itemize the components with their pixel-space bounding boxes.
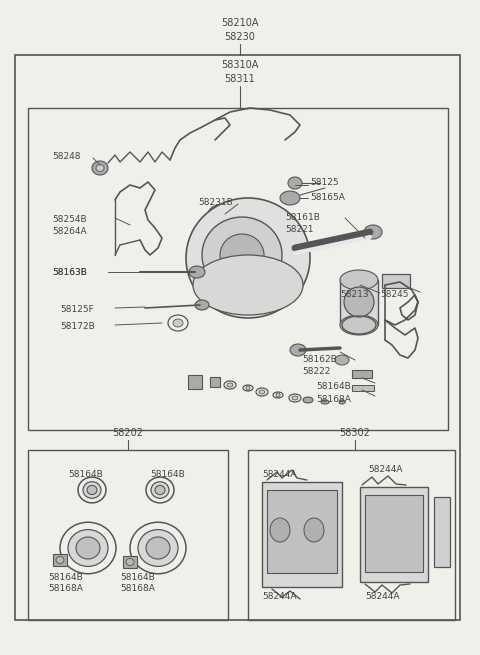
Ellipse shape [151, 481, 169, 498]
Text: 58222: 58222 [302, 367, 330, 376]
Ellipse shape [339, 400, 345, 404]
Text: 58221: 58221 [285, 225, 313, 234]
Ellipse shape [146, 537, 170, 559]
Ellipse shape [213, 209, 227, 221]
Text: 58168A: 58168A [120, 584, 155, 593]
Text: 58162B: 58162B [302, 355, 337, 364]
Ellipse shape [68, 530, 108, 567]
Ellipse shape [335, 355, 349, 365]
Bar [123, 556, 137, 568]
Text: 58125: 58125 [310, 178, 338, 187]
Text: 58163B: 58163B [52, 268, 87, 277]
Ellipse shape [220, 234, 264, 276]
Text: 58164B: 58164B [48, 573, 83, 582]
Bar [352, 385, 374, 391]
Bar [188, 375, 202, 389]
Bar [28, 108, 448, 430]
Text: 58244A: 58244A [262, 470, 297, 479]
Ellipse shape [193, 255, 303, 315]
Ellipse shape [186, 198, 310, 318]
Ellipse shape [56, 557, 64, 563]
Ellipse shape [340, 270, 378, 290]
Bar [352, 370, 372, 378]
Text: 58245: 58245 [380, 290, 408, 299]
Ellipse shape [227, 383, 233, 387]
Ellipse shape [195, 300, 209, 310]
Text: 58161B: 58161B [285, 213, 320, 222]
Text: 58164B: 58164B [120, 573, 155, 582]
Ellipse shape [173, 319, 183, 327]
Text: 58164B: 58164B [68, 470, 103, 479]
Ellipse shape [276, 393, 280, 397]
Bar [340, 280, 378, 325]
Ellipse shape [83, 481, 101, 498]
Ellipse shape [340, 315, 378, 335]
Text: 58302: 58302 [339, 428, 371, 438]
Ellipse shape [87, 485, 97, 495]
Text: 58231B: 58231B [198, 198, 233, 207]
Text: 58230: 58230 [225, 32, 255, 42]
Ellipse shape [138, 530, 178, 567]
Text: 58244A: 58244A [365, 592, 399, 601]
Text: 58310A: 58310A [221, 60, 259, 70]
Text: 58244A: 58244A [368, 465, 403, 474]
Ellipse shape [303, 397, 313, 403]
Text: 58311: 58311 [225, 74, 255, 84]
Ellipse shape [344, 287, 374, 317]
Text: 58168A: 58168A [316, 395, 351, 404]
Ellipse shape [96, 164, 104, 172]
Text: 58172B: 58172B [60, 322, 95, 331]
Bar [360, 487, 428, 582]
Ellipse shape [270, 518, 290, 542]
Text: 58165A: 58165A [310, 193, 345, 202]
Bar [382, 274, 410, 288]
Ellipse shape [92, 161, 108, 175]
Bar [210, 377, 220, 387]
Ellipse shape [126, 559, 134, 565]
Ellipse shape [364, 225, 382, 239]
Text: 58163B: 58163B [52, 268, 87, 277]
Bar [365, 495, 423, 572]
Ellipse shape [290, 344, 306, 356]
Ellipse shape [259, 390, 265, 394]
Text: 58244A: 58244A [262, 592, 297, 601]
Bar [267, 490, 337, 573]
Ellipse shape [321, 400, 329, 404]
Bar [53, 554, 67, 566]
Bar [15, 55, 460, 620]
Ellipse shape [304, 518, 324, 542]
Bar [434, 497, 450, 567]
Ellipse shape [292, 396, 298, 400]
Bar [28, 450, 228, 620]
Text: 58264A: 58264A [52, 227, 86, 236]
Bar [262, 482, 342, 587]
Ellipse shape [246, 386, 250, 390]
Ellipse shape [280, 191, 300, 205]
Text: 58248: 58248 [52, 152, 81, 161]
Text: 58202: 58202 [112, 428, 144, 438]
Text: 58125F: 58125F [60, 305, 94, 314]
Ellipse shape [189, 266, 205, 278]
Text: 58210A: 58210A [221, 18, 259, 28]
Ellipse shape [155, 485, 165, 495]
Text: 58164B: 58164B [316, 382, 351, 391]
Ellipse shape [202, 217, 282, 293]
Text: 58168A: 58168A [48, 584, 83, 593]
Ellipse shape [76, 537, 100, 559]
Text: 58164B: 58164B [150, 470, 185, 479]
Ellipse shape [288, 177, 302, 189]
Bar [248, 450, 455, 620]
Text: 58254B: 58254B [52, 215, 86, 224]
Text: 58213: 58213 [340, 290, 369, 299]
